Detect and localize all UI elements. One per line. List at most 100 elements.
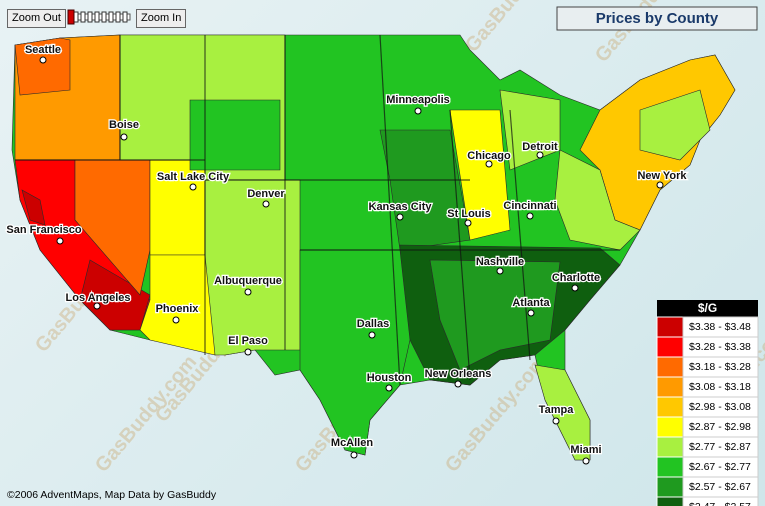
city-label: Tampa xyxy=(539,404,575,416)
region xyxy=(14,37,71,96)
legend-swatch xyxy=(656,376,684,398)
city-label: New York xyxy=(637,170,687,182)
legend-row xyxy=(682,496,759,506)
region xyxy=(299,249,411,456)
city-dot xyxy=(244,288,252,296)
city-label: New Orleans xyxy=(425,368,492,380)
city-label: Denver xyxy=(247,188,285,200)
legend-label: $3.28 - $3.38 xyxy=(689,341,751,353)
legend-title: $/G xyxy=(698,301,717,315)
city-label: Dallas xyxy=(357,318,389,330)
zoom-out-button[interactable]: Zoom Out xyxy=(7,9,66,28)
city-dot xyxy=(93,302,101,310)
zoom-thumb xyxy=(67,9,75,25)
city-dot xyxy=(350,451,358,459)
city-label: Chicago xyxy=(467,150,511,162)
legend-swatch xyxy=(656,336,684,358)
region xyxy=(429,259,561,371)
city-dot xyxy=(496,267,504,275)
city-dot xyxy=(571,284,579,292)
city-label: Detroit xyxy=(522,141,558,153)
city-label: Albuquerque xyxy=(214,275,282,287)
legend-label: $3.38 - $3.48 xyxy=(689,321,751,333)
city-label: Nashville xyxy=(476,256,524,268)
legend-swatch xyxy=(656,396,684,418)
city-dot xyxy=(56,237,64,245)
legend-swatch xyxy=(656,416,684,438)
legend-label: $2.77 - $2.87 xyxy=(689,441,751,453)
city-dot xyxy=(262,200,270,208)
city-dot xyxy=(464,219,472,227)
city-dot xyxy=(582,457,590,465)
map-title: Prices by County xyxy=(596,10,719,27)
city-label: St Louis xyxy=(447,208,490,220)
zoom-step xyxy=(108,11,114,23)
city-label: Charlotte xyxy=(552,272,600,284)
city-dot xyxy=(454,380,462,388)
legend-swatch xyxy=(656,496,684,506)
legend-label: $2.87 - $2.98 xyxy=(689,421,751,433)
zoom-step xyxy=(122,11,128,23)
city-dot xyxy=(414,107,422,115)
city-dot xyxy=(536,151,544,159)
city-dot xyxy=(385,384,393,392)
city-label: Kansas City xyxy=(369,201,433,213)
city-dot xyxy=(526,212,534,220)
zoom-step xyxy=(101,11,107,23)
city-label: Phoenix xyxy=(156,303,200,315)
region xyxy=(204,179,301,356)
zoom-step xyxy=(80,11,86,23)
zoom-step xyxy=(115,11,121,23)
legend-label: $2.98 - $3.08 xyxy=(689,401,751,413)
region xyxy=(449,109,511,241)
legend-header xyxy=(657,300,758,317)
city-label: San Francisco xyxy=(6,224,81,236)
legend-swatch xyxy=(656,316,684,338)
city-label: Minneapolis xyxy=(386,94,450,106)
legend-label: $3.18 - $3.28 xyxy=(689,361,751,373)
city-label: McAllen xyxy=(331,437,373,449)
zoom-step xyxy=(73,11,79,23)
city-dot xyxy=(189,183,197,191)
legend-swatch xyxy=(656,436,684,458)
region xyxy=(189,99,281,171)
zoom-step xyxy=(87,11,93,23)
city-dot xyxy=(368,331,376,339)
legend-swatch xyxy=(656,356,684,378)
city-dot xyxy=(39,56,47,64)
zoom-in-button[interactable]: Zoom In xyxy=(136,9,187,28)
state-border xyxy=(449,109,471,381)
city-label: Cincinnati xyxy=(503,200,556,212)
legend-swatch xyxy=(656,456,684,478)
title-box xyxy=(556,6,758,31)
region xyxy=(534,364,591,461)
city-label: El Paso xyxy=(228,335,268,347)
city-dot xyxy=(244,348,252,356)
city-label: Atlanta xyxy=(512,297,550,309)
legend-label: $2.47 - $2.57 xyxy=(689,501,751,506)
state-border xyxy=(379,34,401,386)
city-label: Seattle xyxy=(25,44,61,56)
city-dot xyxy=(552,417,560,425)
city-label: Houston xyxy=(367,372,412,384)
legend-swatch xyxy=(656,476,684,498)
city-label: Boise xyxy=(109,119,139,131)
region xyxy=(639,89,711,161)
watermark: GasBuddy.com xyxy=(461,0,571,57)
legend-label: $3.08 - $3.18 xyxy=(689,381,751,393)
state-border xyxy=(509,109,531,361)
zoom-step xyxy=(94,11,100,23)
region xyxy=(21,189,46,226)
city-label: Miami xyxy=(570,444,601,456)
city-dot xyxy=(396,213,404,221)
city-dot xyxy=(656,181,664,189)
city-dot xyxy=(527,309,535,317)
city-dot xyxy=(485,160,493,168)
city-label: Salt Lake City xyxy=(157,171,230,183)
region xyxy=(554,149,641,251)
credit: ©2006 AdventMaps, Map Data by GasBuddy xyxy=(7,489,217,501)
watermark: GasBuddy.com xyxy=(91,351,201,476)
city-label: Los Angeles xyxy=(66,292,131,304)
